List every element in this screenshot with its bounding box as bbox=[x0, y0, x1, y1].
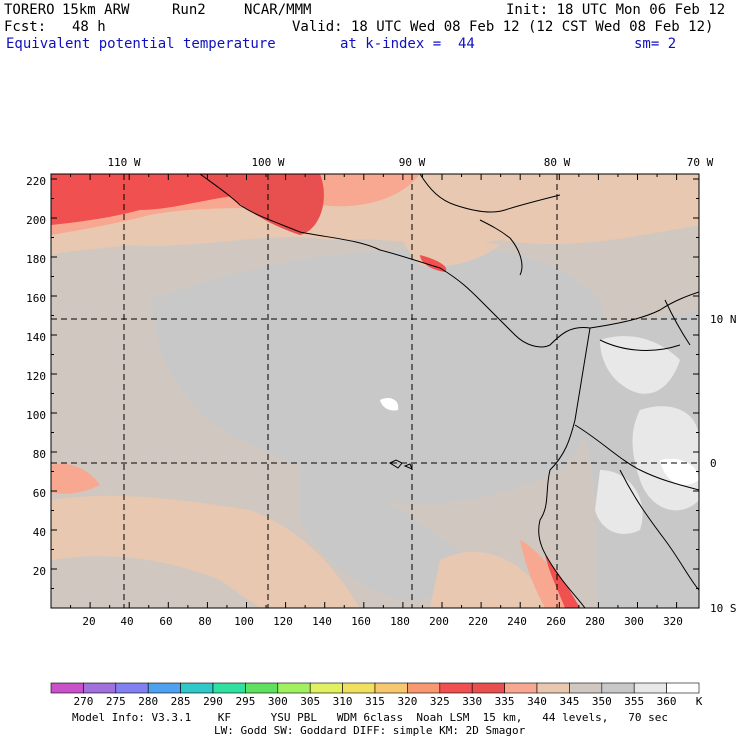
x-tick-120: 120 bbox=[273, 615, 293, 628]
y-tick-160: 160 bbox=[26, 292, 46, 305]
colorbar-swatch bbox=[180, 682, 214, 694]
x-tick-140: 140 bbox=[312, 615, 332, 628]
graticule bbox=[51, 174, 699, 608]
colorbar-label: 345 bbox=[559, 695, 579, 708]
colorbar-swatch bbox=[115, 682, 149, 694]
colorbar-swatch bbox=[277, 682, 311, 694]
valid-time: Valid: 18 UTC Wed 08 Feb 12 (12 CST Wed … bbox=[292, 19, 714, 35]
y-tick-180: 180 bbox=[26, 253, 46, 266]
colorbar-swatch bbox=[374, 682, 408, 694]
lat-label-10s: 10 S bbox=[710, 602, 737, 615]
colorbar-swatch bbox=[50, 682, 84, 694]
y-tick-40: 40 bbox=[33, 526, 46, 539]
colorbar-label: 300 bbox=[268, 695, 288, 708]
model-resolution: 15km ARW bbox=[62, 2, 130, 18]
init-time: Init: 18 UTC Mon 06 Feb 12 bbox=[506, 2, 726, 18]
colorbar-label: 330 bbox=[462, 695, 482, 708]
colorbar-label: 305 bbox=[300, 695, 320, 708]
colorbar-swatch bbox=[633, 682, 667, 694]
colorbar-label: 360 bbox=[657, 695, 677, 708]
model-info-line2: LW: Godd SW: Goddard DIFF: simple KM: 2D… bbox=[214, 724, 526, 737]
x-tick-300: 300 bbox=[624, 615, 644, 628]
colorbar-swatch bbox=[342, 682, 376, 694]
run-label: Run2 bbox=[172, 2, 206, 18]
colorbar-swatch bbox=[309, 682, 343, 694]
colorbar-label: 335 bbox=[495, 695, 515, 708]
model-name: TORERO bbox=[4, 2, 55, 18]
x-tick-320: 320 bbox=[663, 615, 683, 628]
colorbar-label: 280 bbox=[138, 695, 158, 708]
colorbar-swatch bbox=[212, 682, 246, 694]
lon-label-100w: 100 W bbox=[251, 156, 284, 169]
colorbar-swatch bbox=[536, 682, 570, 694]
x-tick-240: 240 bbox=[507, 615, 527, 628]
coastlines bbox=[199, 174, 699, 608]
colorbar-swatch bbox=[439, 682, 473, 694]
colorbar-label: 320 bbox=[397, 695, 417, 708]
colorbar-swatch bbox=[666, 682, 700, 694]
lat-label-0: 0 bbox=[710, 457, 717, 470]
colorbar-label: 350 bbox=[592, 695, 612, 708]
x-tick-180: 180 bbox=[390, 615, 410, 628]
lon-label-80w: 80 W bbox=[544, 156, 571, 169]
x-tick-40: 40 bbox=[120, 615, 133, 628]
colorbar-label: 310 bbox=[333, 695, 353, 708]
colorbar-label: 355 bbox=[624, 695, 644, 708]
colorbar-swatch bbox=[471, 682, 505, 694]
colorbar-swatch bbox=[601, 682, 635, 694]
y-tick-20: 20 bbox=[33, 565, 46, 578]
colorbar-label: 295 bbox=[235, 695, 255, 708]
colorbar-swatch bbox=[245, 682, 279, 694]
x-tick-80: 80 bbox=[198, 615, 211, 628]
smoothing-label: sm= 2 bbox=[634, 36, 677, 52]
lon-label-110w: 110 W bbox=[107, 156, 140, 169]
x-tick-220: 220 bbox=[468, 615, 488, 628]
colorbar-swatch bbox=[147, 682, 181, 694]
y-tick-100: 100 bbox=[26, 409, 46, 422]
fcst-value: 48 h bbox=[72, 19, 106, 35]
x-tick-160: 160 bbox=[351, 615, 371, 628]
colorbar-label: 325 bbox=[430, 695, 450, 708]
x-tick-200: 200 bbox=[429, 615, 449, 628]
level-label: at k-index = 44 bbox=[340, 36, 475, 52]
y-tick-80: 80 bbox=[33, 448, 46, 461]
colorbar-swatch bbox=[407, 682, 441, 694]
x-tick-280: 280 bbox=[585, 615, 605, 628]
colorbar-swatch bbox=[83, 682, 117, 694]
x-tick-260: 260 bbox=[546, 615, 566, 628]
model-info-line1: Model Info: V3.3.1 KF YSU PBL WDM 6class… bbox=[72, 711, 669, 724]
lon-label-70w: 70 W bbox=[687, 156, 714, 169]
y-tick-220: 220 bbox=[26, 175, 46, 188]
colorbar-label: 315 bbox=[365, 695, 385, 708]
lat-label-10n: 10 N bbox=[710, 313, 737, 326]
colorbar-swatch bbox=[504, 682, 538, 694]
lon-label-90w: 90 W bbox=[399, 156, 426, 169]
colorbar-label: 290 bbox=[203, 695, 223, 708]
map-frame bbox=[50, 173, 700, 609]
y-tick-120: 120 bbox=[26, 370, 46, 383]
colorbar-label: 340 bbox=[527, 695, 547, 708]
colorbar-label: 285 bbox=[171, 695, 191, 708]
field-title: Equivalent potential temperature bbox=[6, 36, 276, 52]
y-tick-200: 200 bbox=[26, 214, 46, 227]
fcst-label: Fcst: bbox=[4, 19, 47, 35]
theta-e-field bbox=[51, 174, 699, 608]
x-tick-20: 20 bbox=[82, 615, 95, 628]
x-tick-100: 100 bbox=[234, 615, 254, 628]
colorbar-label: 270 bbox=[73, 695, 93, 708]
colorbar-label: 275 bbox=[106, 695, 126, 708]
y-tick-140: 140 bbox=[26, 331, 46, 344]
org-label: NCAR/MMM bbox=[244, 2, 312, 18]
y-tick-60: 60 bbox=[33, 487, 46, 500]
colorbar: 270 275 280 285 290 295 300 305 310 315 320 325 330 3… bbox=[50, 682, 700, 708]
axis-ticks bbox=[50, 174, 699, 609]
colorbar-unit: K bbox=[696, 695, 703, 708]
x-tick-60: 60 bbox=[159, 615, 172, 628]
colorbar-swatch bbox=[569, 682, 603, 694]
